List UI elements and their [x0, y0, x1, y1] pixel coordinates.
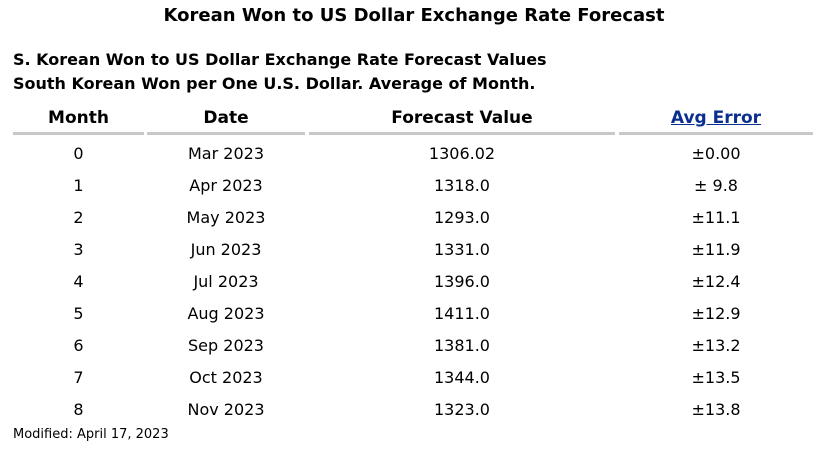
cell-forecast-value: 1344.0	[434, 368, 490, 387]
header-date: Date	[147, 104, 305, 135]
cell-avg-error: ±12.9	[691, 304, 741, 323]
table-subtitle: S. Korean Won to US Dollar Exchange Rate…	[13, 50, 547, 69]
header-forecast-value: Forecast Value	[309, 104, 615, 135]
avg-error-link[interactable]: Avg Error	[670, 108, 762, 128]
cell-avg-error: ±13.2	[691, 336, 741, 355]
cell-month: 1	[73, 176, 84, 195]
table-row: 7 Oct 2023 1344.0 ±13.5	[13, 362, 813, 394]
table-row: 6 Sep 2023 1381.0 ±13.2	[13, 330, 813, 362]
cell-forecast-value: 1323.0	[434, 400, 490, 419]
cell-date: Apr 2023	[189, 176, 263, 195]
page-title: Korean Won to US Dollar Exchange Rate Fo…	[163, 5, 665, 26]
cell-date: Jun 2023	[190, 240, 262, 259]
table-row: 0 Mar 2023 1306.02 ±0.00	[13, 138, 813, 170]
cell-avg-error: ±13.5	[691, 368, 741, 387]
cell-forecast-value: 1381.0	[434, 336, 490, 355]
cell-month: 0	[73, 144, 84, 163]
cell-month: 4	[73, 272, 84, 291]
cell-date: Nov 2023	[187, 400, 265, 419]
cell-date: Aug 2023	[187, 304, 265, 323]
cell-avg-error: ±11.9	[691, 240, 741, 259]
cell-forecast-value: 1411.0	[434, 304, 490, 323]
cell-month: 2	[73, 208, 84, 227]
cell-avg-error: ±11.1	[691, 208, 741, 227]
table-row: 4 Jul 2023 1396.0 ±12.4	[13, 266, 813, 298]
table-header: Month Date Forecast Value Avg Error	[13, 104, 813, 136]
cell-month: 5	[73, 304, 84, 323]
cell-month: 6	[73, 336, 84, 355]
cell-month: 3	[73, 240, 84, 259]
cell-forecast-value: 1306.02	[428, 144, 496, 163]
table-row: 1 Apr 2023 1318.0 ± 9.8	[13, 170, 813, 202]
cell-month: 8	[73, 400, 84, 419]
cell-avg-error: ± 9.8	[694, 176, 738, 195]
cell-forecast-value: 1318.0	[434, 176, 490, 195]
header-avg-error: Avg Error	[619, 104, 813, 135]
cell-date: Sep 2023	[188, 336, 264, 355]
table-row: 5 Aug 2023 1411.0 ±12.9	[13, 298, 813, 330]
modified-date: Modified: April 17, 2023	[13, 427, 169, 442]
cell-forecast-value: 1396.0	[434, 272, 490, 291]
cell-date: Oct 2023	[189, 368, 263, 387]
cell-date: Mar 2023	[188, 144, 264, 163]
cell-avg-error: ±13.8	[691, 400, 741, 419]
table-row: 8 Nov 2023 1323.0 ±13.8	[13, 394, 813, 426]
forecast-table-body: 0 Mar 2023 1306.02 ±0.00 1 Apr 2023 1318.0 ± 9.…	[13, 138, 813, 426]
cell-month: 7	[73, 368, 84, 387]
cell-date: Jul 2023	[193, 272, 259, 291]
cell-forecast-value: 1293.0	[434, 208, 490, 227]
header-month: Month	[13, 104, 144, 135]
cell-avg-error: ±12.4	[691, 272, 741, 291]
table-units-note: South Korean Won per One U.S. Dollar. Av…	[13, 74, 536, 93]
table-row: 3 Jun 2023 1331.0 ±11.9	[13, 234, 813, 266]
cell-avg-error: ±0.00	[691, 144, 741, 163]
cell-forecast-value: 1331.0	[434, 240, 490, 259]
cell-date: May 2023	[186, 208, 266, 227]
table-row: 2 May 2023 1293.0 ±11.1	[13, 202, 813, 234]
